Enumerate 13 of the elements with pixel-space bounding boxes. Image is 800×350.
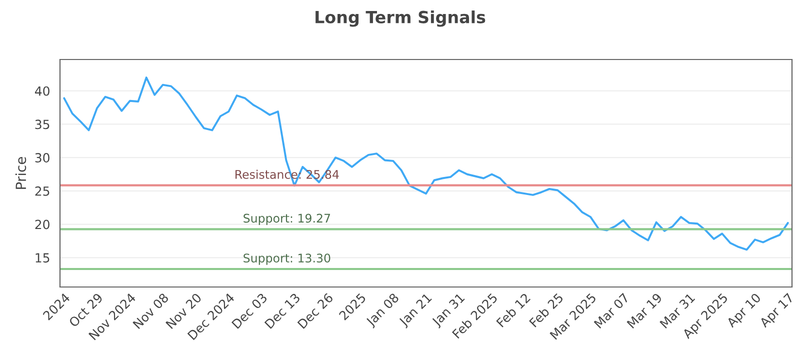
y-tick-label: 35 xyxy=(35,120,50,130)
x-tick-label: Jan 08 xyxy=(365,292,401,328)
x-tick-label: Jan 21 xyxy=(398,292,434,328)
y-tick-label: 20 xyxy=(35,220,50,230)
chart-title: Long Term Signals xyxy=(316,10,486,27)
y-tick-label: 30 xyxy=(35,153,50,162)
y-tick-label: 15 xyxy=(36,253,50,263)
y-tick-label: 40 xyxy=(34,86,50,96)
ref-line-label: Support: 13.30 xyxy=(244,254,330,265)
ref-line-label: Support: 19.27 xyxy=(244,214,330,225)
y-tick-label: 25 xyxy=(35,186,50,196)
y-axis-title: Price xyxy=(15,157,26,189)
line-series xyxy=(63,76,789,251)
